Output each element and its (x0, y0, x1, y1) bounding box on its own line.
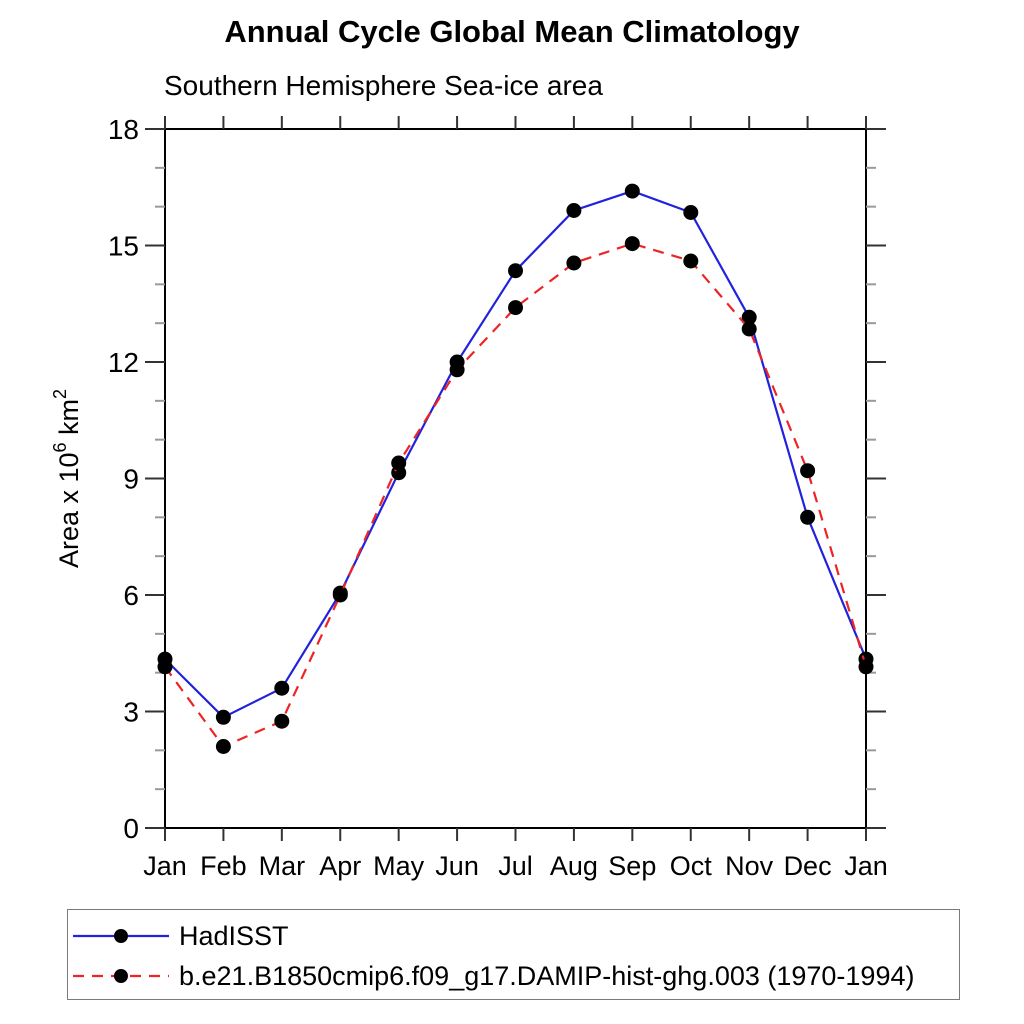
data-point-marker (157, 659, 173, 675)
data-point-marker (800, 463, 816, 479)
data-point-marker (800, 509, 816, 525)
y-tick-label: 18 (108, 114, 139, 145)
x-tick-label: Sep (608, 851, 656, 881)
data-point-marker (858, 659, 874, 675)
data-point-marker (215, 739, 231, 754)
legend-marker (114, 929, 128, 943)
data-point-marker (274, 713, 290, 729)
x-tick-label: Jan (844, 851, 888, 881)
chart-title: Annual Cycle Global Mean Climatology (224, 14, 800, 49)
series-line-1 (164, 242, 868, 748)
y-axis-title: Area x 106 km2 (50, 389, 84, 568)
data-point-marker (741, 309, 757, 325)
data-point-marker (741, 321, 757, 337)
x-tick-label: Feb (200, 851, 247, 881)
y-tick-label: 0 (123, 813, 139, 844)
legend-item-hadisst: HadISST (68, 916, 959, 956)
chart-plot-area: 0 3 6 9 12 15 18 Jan Feb Mar Apr May Jun Jul Aug Sep Oct… (50, 114, 888, 881)
data-point-marker (274, 680, 290, 696)
legend-label-hadisst: HadISST (179, 920, 289, 951)
y-tick-label: 6 (123, 580, 139, 611)
data-point-marker (508, 263, 523, 279)
legend-label-model: b.e21.B1850cmip6.f09_g17.DAMIP-hist-ghg.… (179, 960, 915, 991)
data-point-marker (332, 587, 348, 603)
legend-box: HadISST b.e21.B1850cmip6.f09_g17.DAMIP-h… (67, 909, 960, 1000)
x-tick-label: Jun (435, 851, 479, 881)
data-point-marker (624, 236, 640, 252)
x-tick-label: Jul (498, 851, 533, 881)
x-tick-label: Apr (319, 851, 361, 881)
x-tick-label: Mar (259, 851, 306, 881)
y-tick-label: 15 (108, 231, 139, 262)
x-tick-label: Nov (725, 851, 774, 881)
y-tick-label: 9 (123, 464, 139, 495)
x-tick-label: Jan (143, 851, 187, 881)
y-tick-label: 12 (108, 347, 139, 378)
x-tick-label: Oct (670, 851, 713, 881)
data-point-marker (508, 300, 523, 316)
data-point-marker (449, 362, 465, 378)
data-point-marker (624, 183, 640, 199)
data-point-marker (391, 455, 407, 471)
data-point-marker (215, 709, 231, 725)
data-point-marker (683, 253, 699, 269)
legend-item-model: b.e21.B1850cmip6.f09_g17.DAMIP-hist-ghg.… (68, 956, 959, 996)
x-tick-label: Dec (784, 851, 832, 881)
legend-marker (114, 969, 128, 983)
legend-line-sample-hadisst (73, 929, 169, 943)
data-point-marker (566, 255, 582, 271)
legend-line-sample-model (73, 969, 169, 983)
y-tick-label: 3 (123, 697, 139, 728)
x-tick-label: Aug (550, 851, 598, 881)
data-point-marker (683, 205, 699, 220)
plot-frame (164, 128, 867, 829)
data-point-marker (566, 203, 582, 218)
chart-subtitle: Southern Hemisphere Sea-ice area (164, 70, 603, 101)
x-tick-label: May (373, 851, 425, 881)
